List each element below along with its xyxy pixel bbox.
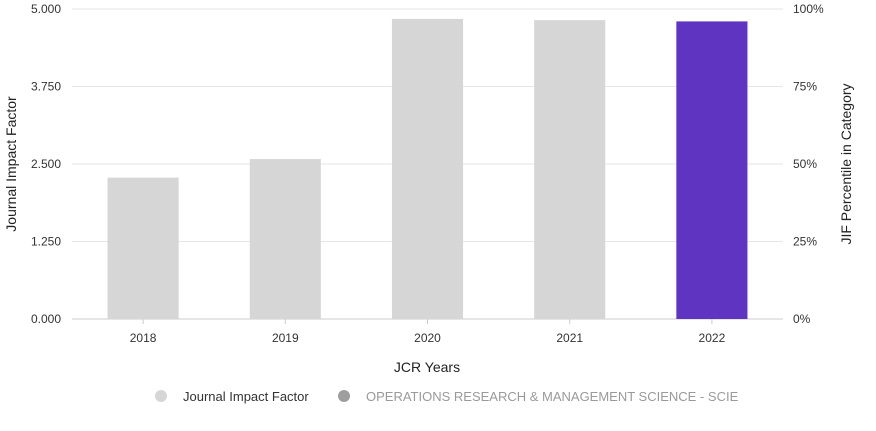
x-tick-label: 2019 xyxy=(272,331,299,345)
x-tick-label: 2021 xyxy=(556,331,583,345)
bar-2021[interactable] xyxy=(534,20,606,319)
y-tick-label: 3.750 xyxy=(31,80,61,94)
bar-2018[interactable] xyxy=(107,177,179,319)
bar-2019[interactable] xyxy=(249,159,321,319)
legend-marker[interactable] xyxy=(338,390,350,402)
bars xyxy=(107,18,748,320)
legend-label[interactable]: OPERATIONS RESEARCH & MANAGEMENT SCIENCE… xyxy=(366,389,739,404)
bar-2022[interactable] xyxy=(676,21,748,320)
y2-tick-label: 100% xyxy=(793,2,824,16)
x-axis-title: JCR Years xyxy=(394,359,460,375)
legend-marker[interactable] xyxy=(155,390,167,402)
y2-tick-label: 75% xyxy=(793,80,817,94)
y2-tick-label: 50% xyxy=(793,157,817,171)
x-axis-ticks: 2018 2019 2020 2021 2022 xyxy=(130,319,726,345)
bar-2020[interactable] xyxy=(391,18,464,319)
y-tick-label: 1.250 xyxy=(31,235,61,249)
y2-axis-title: JIF Percentile in Category xyxy=(838,83,854,244)
y-tick-label: 2.500 xyxy=(31,157,61,171)
y-tick-label: 5.000 xyxy=(31,2,61,16)
y-tick-label: 0.000 xyxy=(31,312,61,326)
y2-tick-label: 25% xyxy=(793,235,817,249)
legend-label[interactable]: Journal Impact Factor xyxy=(183,389,309,404)
y2-tick-label: 0% xyxy=(793,312,811,326)
right-axis-ticks: 0% 25% 50% 75% 100% xyxy=(793,2,824,326)
x-tick-label: 2018 xyxy=(130,331,157,345)
legend: Journal Impact Factor OPERATIONS RESEARCH… xyxy=(155,389,739,404)
left-axis-ticks: 0.000 1.250 2.500 3.750 5.000 xyxy=(31,2,61,326)
y-axis-title: Journal Impact Factor xyxy=(3,96,19,232)
x-tick-label: 2020 xyxy=(414,331,441,345)
x-tick-label: 2022 xyxy=(699,331,726,345)
